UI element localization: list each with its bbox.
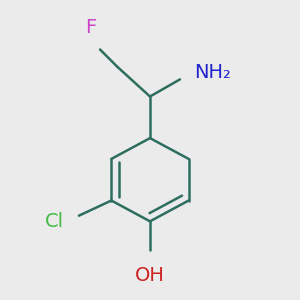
Text: NH₂: NH₂ [195,63,232,82]
Text: F: F [85,18,96,37]
Text: OH: OH [135,266,165,285]
Text: Cl: Cl [45,212,64,231]
